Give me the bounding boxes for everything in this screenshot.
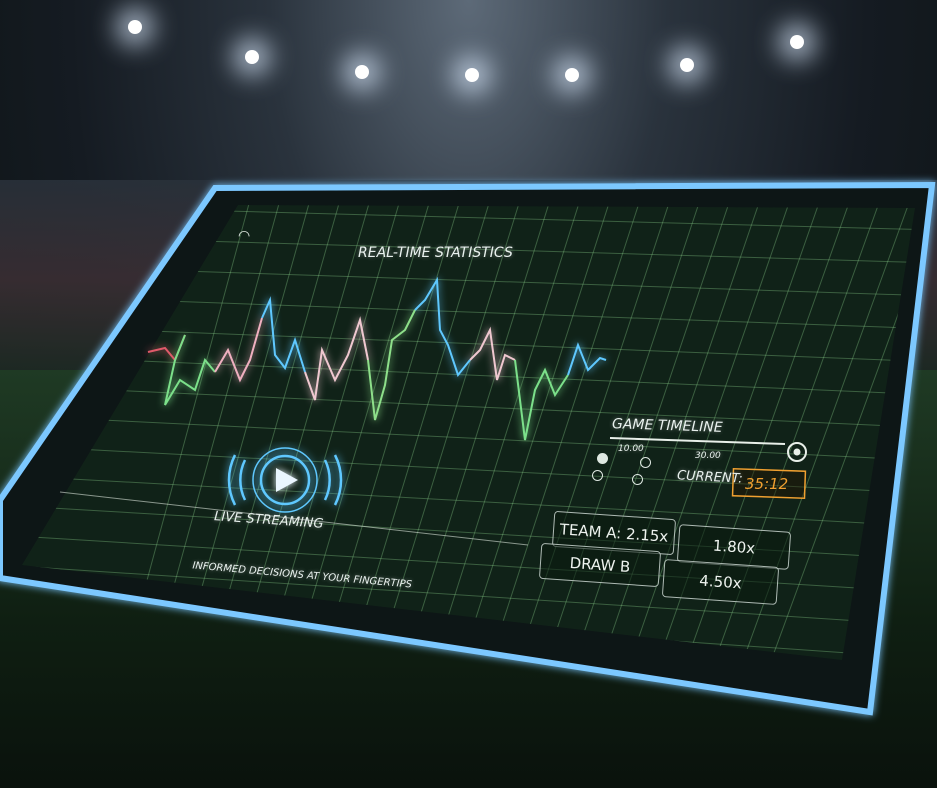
timeline-radio[interactable] (640, 457, 651, 468)
grid-line (22, 474, 915, 528)
grid-line (22, 444, 915, 495)
timeline-radio[interactable] (632, 474, 643, 485)
grid-line (22, 384, 915, 429)
waveform (147, 276, 607, 441)
grid-line (22, 354, 915, 396)
wifi-icon: ◠ (238, 228, 251, 244)
page-title: REAL-TIME STATISTICS (358, 245, 513, 261)
grid-line (22, 534, 915, 594)
grid-line (455, 205, 611, 660)
grid-line (399, 205, 551, 660)
current-time-box (731, 467, 807, 500)
grid-line (22, 414, 915, 462)
floodlight (565, 68, 579, 82)
floodlight (355, 65, 369, 79)
current-value: 35:12 (745, 475, 789, 493)
timeline-mark-start: 10.00 (618, 444, 644, 454)
timeline-radio[interactable] (592, 470, 603, 481)
grid-line (371, 205, 521, 660)
grid-line (623, 205, 791, 660)
grid-line (343, 205, 491, 660)
floodlight (465, 68, 479, 82)
timeline-target-icon (787, 442, 807, 462)
timeline-mark-end: 30.00 (695, 451, 721, 461)
odds-4-50-button[interactable]: 4.50x (661, 559, 780, 605)
grid-line (511, 205, 671, 660)
floodlight (790, 35, 804, 49)
play-icon (227, 447, 343, 513)
grid-line (539, 205, 701, 660)
grid-line (427, 205, 581, 660)
timeline-radio[interactable] (597, 453, 608, 464)
floodlight (128, 20, 142, 34)
floodlight (680, 58, 694, 72)
grid-line (651, 205, 821, 660)
floodlight (245, 50, 259, 64)
timeline-track (609, 437, 786, 445)
grid-line (483, 205, 641, 660)
grid-line (22, 564, 915, 627)
divider (59, 491, 529, 546)
